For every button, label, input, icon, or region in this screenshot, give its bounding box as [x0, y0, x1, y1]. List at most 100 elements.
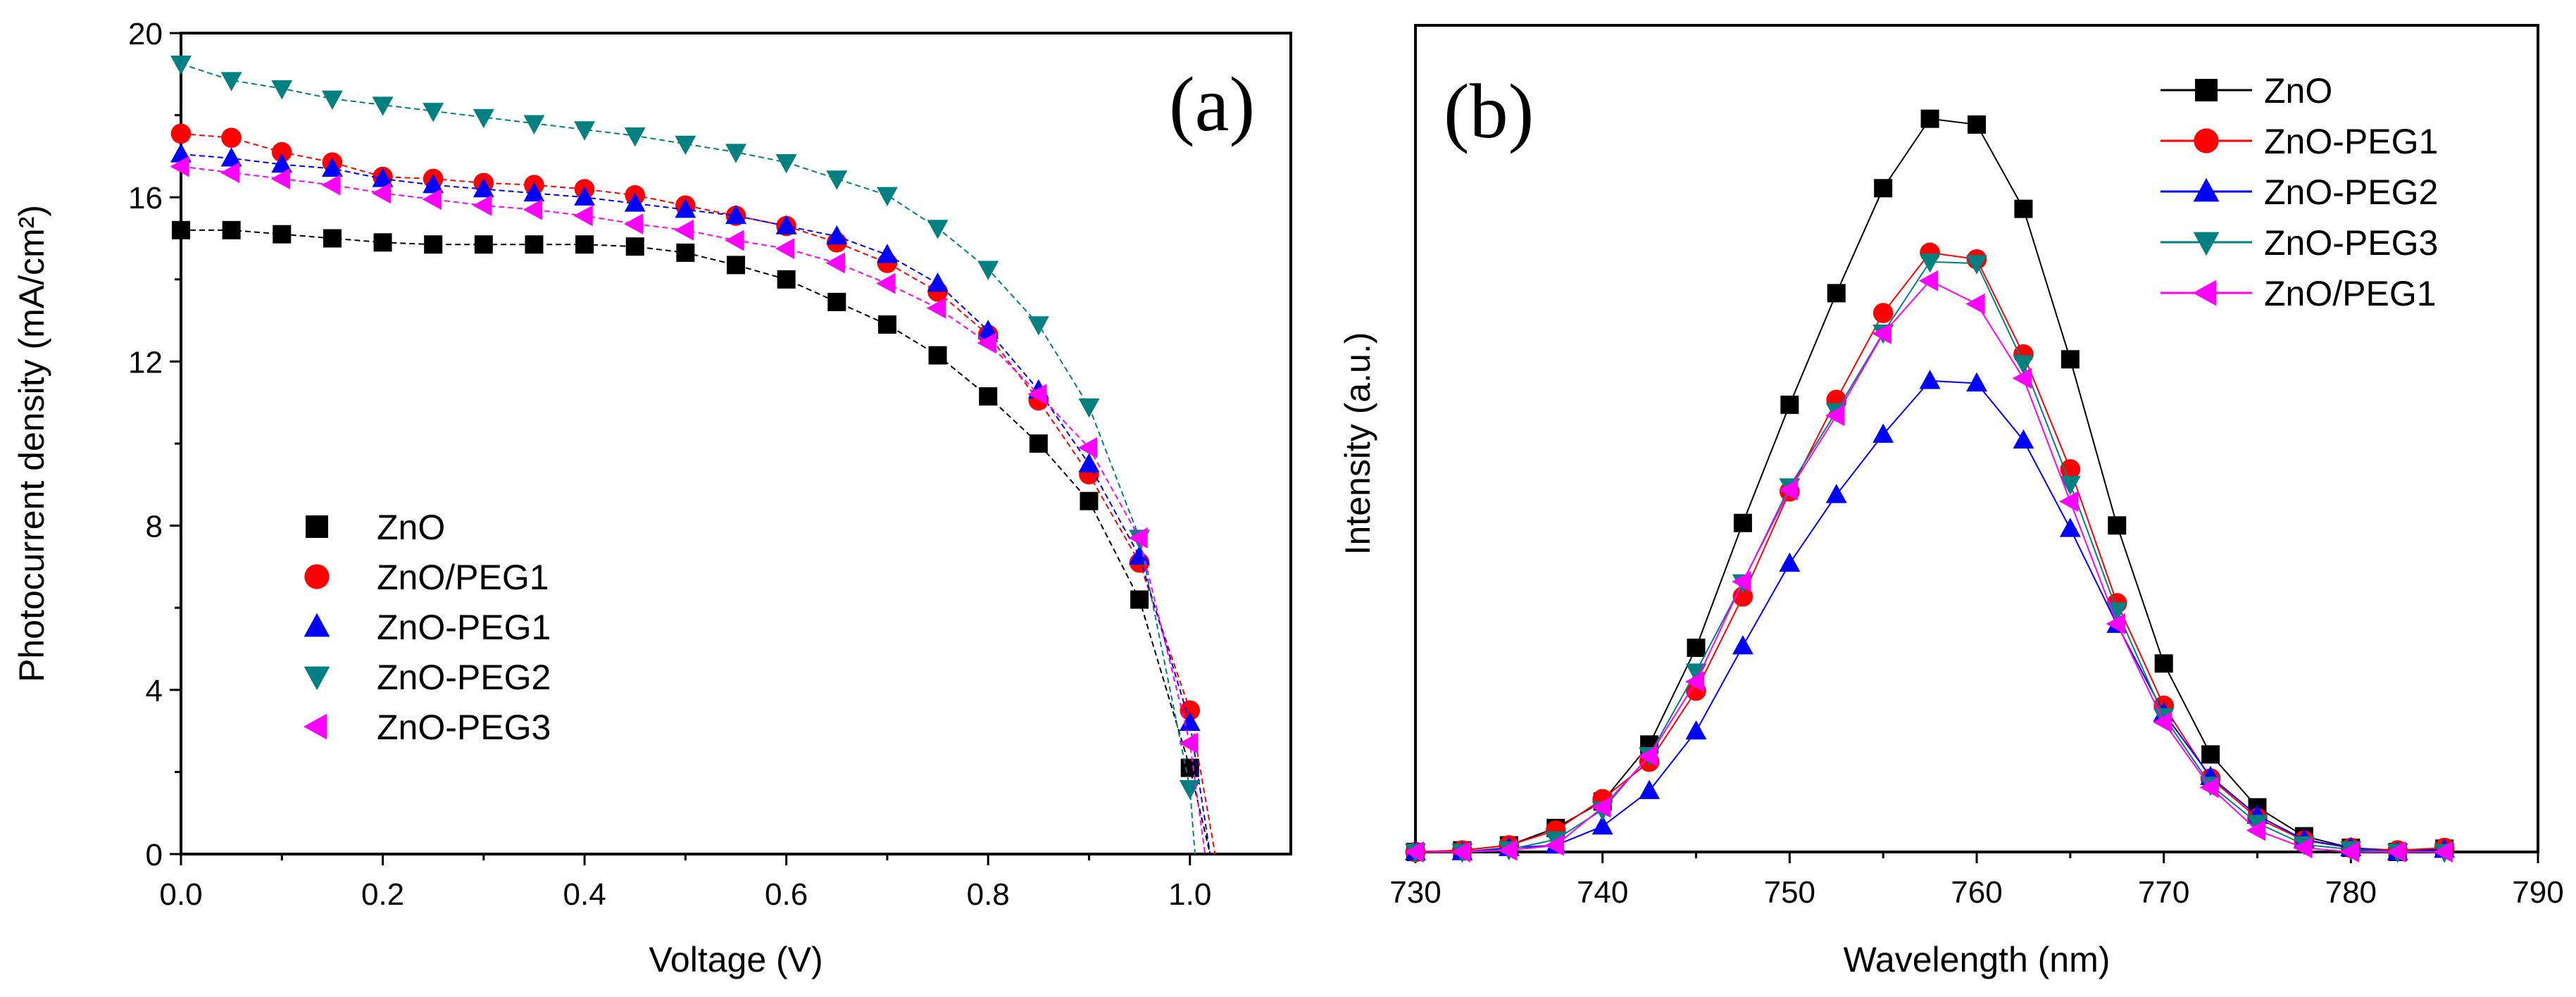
y-tick-label: 8 — [146, 510, 163, 544]
legend-label: ZnO-PEG1 — [2264, 122, 2438, 161]
data-point — [1544, 834, 1564, 856]
data-point — [725, 144, 746, 163]
legend-item: ZnO/PEG1 — [304, 558, 549, 597]
series-line — [180, 165, 1206, 855]
data-point — [2154, 654, 2173, 673]
data-point — [2012, 368, 2032, 389]
x-tick-label: 760 — [1951, 875, 2002, 910]
legend-marker-icon — [2192, 280, 2217, 306]
data-point — [926, 297, 946, 319]
legend-label: ZnO/PEG1 — [2264, 274, 2437, 313]
data-point — [170, 156, 189, 177]
data-point — [775, 153, 797, 174]
data-point — [523, 199, 543, 220]
data-point — [675, 199, 696, 218]
data-point — [270, 168, 290, 189]
series-zno-peg2 — [170, 56, 1201, 855]
data-point — [1872, 303, 1894, 323]
panel-b-label: (b) — [1444, 68, 1534, 154]
data-point — [1029, 434, 1048, 453]
data-point — [423, 174, 444, 194]
legend-marker-icon — [306, 515, 328, 538]
data-point — [220, 147, 242, 167]
panel-a-jv-curves: (a) Voltage (V) Photocurrent density (mA… — [12, 17, 1292, 979]
data-point — [1779, 552, 1801, 572]
legend-label: ZnO-PEG1 — [377, 608, 551, 647]
data-point — [525, 235, 544, 254]
data-point — [977, 261, 999, 280]
series-line — [1415, 380, 2445, 853]
x-tick-label: 0.6 — [765, 877, 808, 912]
data-point — [1027, 316, 1049, 336]
data-point — [1966, 255, 1987, 275]
data-point — [1684, 671, 1705, 693]
data-point — [170, 56, 192, 75]
x-tick-label: 770 — [2138, 875, 2189, 910]
data-point — [1128, 527, 1148, 549]
legend-item: ZnO — [2161, 71, 2332, 111]
data-point — [675, 135, 696, 156]
data-point — [2199, 777, 2219, 798]
data-point — [273, 225, 292, 244]
data-point — [2201, 745, 2220, 764]
data-point — [222, 220, 241, 239]
legend-item: ZnO-PEG2 — [2161, 173, 2438, 212]
legend-item: ZnO-PEG1 — [2161, 122, 2438, 161]
data-point — [2059, 518, 2081, 537]
legend-marker-icon — [304, 564, 330, 589]
data-point — [2014, 199, 2033, 218]
data-point — [1498, 839, 1518, 861]
x-tick-label: 0.2 — [361, 877, 404, 912]
series-zno-peg1 — [1405, 242, 2455, 863]
data-point — [1080, 491, 1099, 510]
data-point — [624, 127, 646, 147]
data-point — [2153, 711, 2172, 733]
data-point — [827, 292, 846, 311]
legend-marker-icon — [304, 613, 330, 637]
data-point — [826, 170, 848, 190]
series-zno-peg3 — [1405, 253, 2456, 863]
data-point — [573, 205, 593, 227]
x-tick-label: 740 — [1577, 875, 1628, 910]
data-point — [321, 157, 343, 177]
data-point — [2106, 613, 2125, 634]
y-tick-label: 0 — [146, 838, 163, 872]
data-point — [1732, 635, 1753, 655]
legend-item: ZnO-PEG1 — [304, 608, 551, 647]
data-point — [1027, 384, 1047, 405]
data-point — [927, 272, 949, 292]
data-point — [876, 272, 896, 294]
data-point — [321, 90, 343, 110]
data-point — [1685, 663, 1707, 683]
y-tick-label: 16 — [128, 181, 163, 215]
data-point — [674, 219, 694, 241]
data-point — [2339, 841, 2360, 863]
data-point — [2246, 820, 2266, 841]
data-point — [775, 215, 797, 234]
data-point — [624, 213, 644, 235]
data-point — [574, 186, 596, 206]
data-point — [928, 346, 947, 365]
data-point — [1638, 745, 1658, 767]
data-point — [372, 96, 394, 116]
data-point — [423, 103, 444, 123]
data-point — [1078, 398, 1100, 418]
data-point — [1827, 284, 1846, 303]
data-point — [2059, 491, 2079, 513]
data-point — [1179, 732, 1199, 754]
y-tick-label: 20 — [128, 17, 163, 51]
legend-label: ZnO-PEG2 — [2264, 173, 2438, 212]
series-line — [1415, 261, 2445, 853]
series-line — [1415, 251, 2445, 853]
data-point — [1872, 423, 1894, 443]
series-line — [1415, 280, 2445, 853]
series-zno — [1406, 109, 2454, 861]
data-point — [977, 332, 996, 354]
legend-item: ZnO — [306, 508, 445, 547]
data-point — [1078, 453, 1100, 472]
data-point — [2246, 815, 2268, 834]
data-point — [424, 235, 443, 254]
data-point — [1919, 253, 1941, 273]
data-point — [676, 243, 695, 262]
data-point — [1874, 179, 1893, 198]
